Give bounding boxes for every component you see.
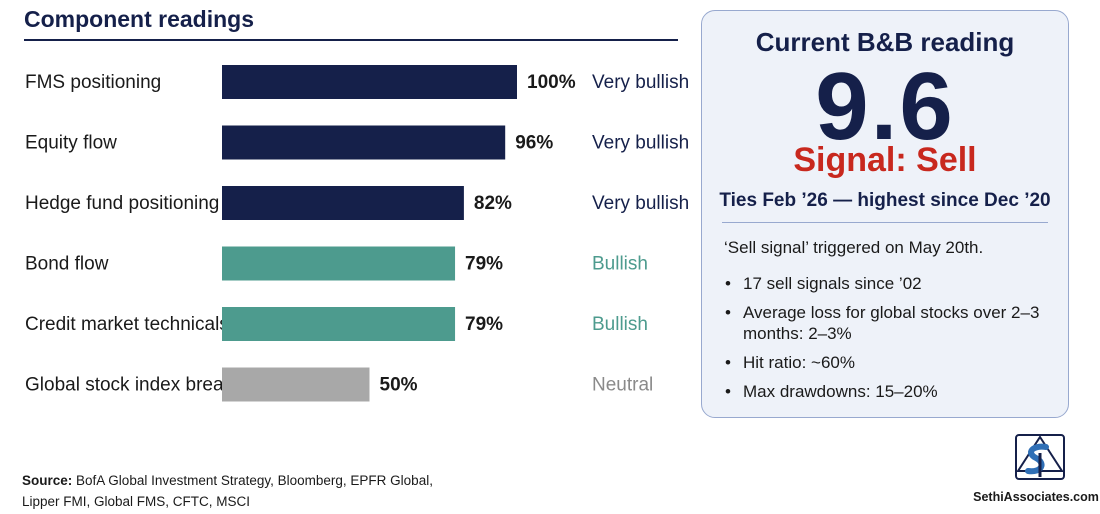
category-label: Bond flow — [25, 254, 109, 275]
sethi-associates-logo-icon — [1015, 434, 1065, 480]
category-label: Credit market technicals — [25, 314, 229, 335]
category-label: Global stock index breadth — [25, 375, 250, 396]
panel-bullet: Average loss for global stocks over 2–3 … — [724, 302, 1054, 344]
value-label: 79% — [465, 314, 503, 335]
value-label: 79% — [465, 254, 503, 275]
value-label: 50% — [380, 375, 418, 396]
panel-heading: Current B&B reading — [755, 27, 1015, 57]
signal-label: Signal: Sell — [793, 141, 977, 179]
panel-divider — [722, 222, 1048, 223]
panel-bullet: Hit ratio: ~60% — [724, 352, 1054, 373]
reading-panel: Current B&B reading 9.6 Signal: Sell Tie… — [701, 10, 1069, 418]
bar — [222, 186, 464, 220]
rating-label: Very bullish — [592, 72, 689, 93]
chart-title: Component readings — [24, 6, 255, 32]
panel-bullet: 17 sell signals since ’02 — [724, 273, 1054, 294]
rating-label: Very bullish — [592, 133, 689, 154]
bar — [222, 246, 456, 281]
rating-label: Bullish — [592, 314, 648, 335]
rating-label: Bullish — [592, 254, 648, 275]
source-line-1: BofA Global Investment Strategy, Bloombe… — [76, 473, 433, 488]
source-note: Source: BofA Global Investment Strategy,… — [22, 470, 433, 512]
category-label: FMS positioning — [25, 72, 161, 93]
panel-lead-text: ‘Sell signal’ triggered on May 20th. — [724, 238, 984, 257]
panel-bullet: Max drawdowns: 15–20% — [724, 381, 1054, 402]
bar — [222, 367, 370, 402]
logo-text: SethiAssociates.com — [973, 490, 1099, 504]
category-label: Hedge fund positioning — [25, 193, 219, 214]
bar — [222, 65, 517, 99]
value-label: 96% — [515, 133, 553, 154]
source-line-2: Lipper FMI, Global FMS, CFTC, MSCI — [22, 494, 251, 509]
value-label: 100% — [527, 72, 576, 93]
bar — [222, 307, 456, 341]
component-readings-chart: FMS positioning 100% Very bullish Equity fl… — [25, 65, 689, 402]
reading-value: 9.6 — [815, 53, 955, 160]
title-divider — [24, 39, 678, 41]
rating-label: Neutral — [592, 375, 653, 396]
panel-subtitle: Ties Feb ’26 — highest since Dec ’20 — [719, 190, 1051, 211]
value-label: 82% — [474, 193, 512, 214]
bar — [222, 125, 506, 160]
rating-label: Very bullish — [592, 193, 689, 214]
panel-bullet-list: 17 sell signals since ’02 Average loss f… — [724, 273, 1054, 410]
source-label: Source: — [22, 473, 73, 488]
category-label: Equity flow — [25, 133, 117, 154]
